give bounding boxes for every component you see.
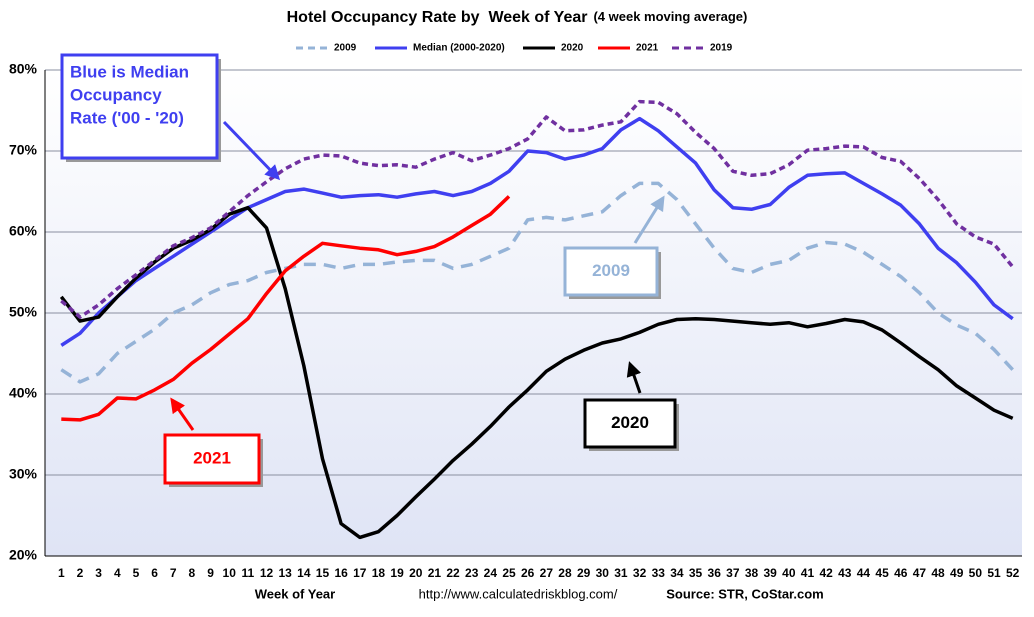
legend-label: 2019 xyxy=(710,43,733,54)
annotation-text: 2009 xyxy=(592,261,630,280)
y-tick-label: 50% xyxy=(9,304,38,320)
legend-label: 2020 xyxy=(561,43,584,54)
x-tick-label: 17 xyxy=(353,566,367,580)
x-tick-label: 47 xyxy=(913,566,927,580)
annotation-text: Occupancy xyxy=(70,85,162,104)
y-tick-label: 30% xyxy=(9,466,38,482)
x-tick-label: 2 xyxy=(77,566,84,580)
x-tick-label: 10 xyxy=(223,566,237,580)
x-tick-label: 45 xyxy=(875,566,889,580)
y-tick-label: 70% xyxy=(9,142,38,158)
annotation-arrow xyxy=(626,361,642,394)
annotation-arrow xyxy=(633,195,665,244)
annotation-arrow xyxy=(170,397,195,431)
x-tick-label: 13 xyxy=(278,566,292,580)
x-tick-label: 9 xyxy=(207,566,214,580)
chart-title: Hotel Occupancy Rate by Week of Year (4 w… xyxy=(287,9,748,26)
x-tick-label: 1 xyxy=(58,566,65,580)
x-tick-label: 14 xyxy=(297,566,311,580)
x-tick-label: 5 xyxy=(133,566,140,580)
x-tick-label: 50 xyxy=(969,566,983,580)
x-tick-label: 43 xyxy=(838,566,852,580)
annotation-text: Rate ('00 - '20) xyxy=(70,108,184,127)
series-line xyxy=(60,99,1015,319)
x-tick-label: 4 xyxy=(114,566,121,580)
x-tick-label: 46 xyxy=(894,566,908,580)
annotation-box xyxy=(60,53,219,160)
source: Source: STR, CoStar.com xyxy=(666,586,823,601)
x-tick-label: 35 xyxy=(689,566,703,580)
x-tick-label: 24 xyxy=(484,566,498,580)
x-tick-label: 3 xyxy=(95,566,102,580)
annotation-text: Blue is Median xyxy=(70,62,189,81)
annotation-text: 2020 xyxy=(611,413,649,432)
x-tick-label: 15 xyxy=(316,566,330,580)
x-tick-label: 28 xyxy=(558,566,572,580)
x-tick-label: 31 xyxy=(614,566,628,580)
legend-label: 2021 xyxy=(636,43,659,54)
annotation-box xyxy=(163,433,261,485)
annotation-arrow xyxy=(222,120,281,181)
annotation-text: 2021 xyxy=(193,448,231,467)
y-tick-label: 20% xyxy=(9,547,38,563)
x-tick-label: 36 xyxy=(708,566,722,580)
subtitle: (4 week moving average) xyxy=(593,9,747,24)
x-tick-label: 26 xyxy=(521,566,535,580)
annotation-box xyxy=(563,246,659,297)
x-tick-label: 30 xyxy=(596,566,610,580)
x-tick-label: 38 xyxy=(745,566,759,580)
x-tick-label: 42 xyxy=(819,566,833,580)
x-tick-label: 18 xyxy=(372,566,386,580)
x-tick-label: 25 xyxy=(502,566,516,580)
x-tick-label: 23 xyxy=(465,566,479,580)
x-tick-label: 34 xyxy=(670,566,684,580)
y-tick-label: 60% xyxy=(9,223,38,239)
x-tick-label: 44 xyxy=(857,566,871,580)
series-line xyxy=(60,116,1014,347)
x-tick-label: 32 xyxy=(633,566,647,580)
x-tick-label: 7 xyxy=(170,566,177,580)
x-tick-label: 33 xyxy=(652,566,666,580)
x-tick-label: 16 xyxy=(334,566,348,580)
x-tick-label: 6 xyxy=(151,566,158,580)
x-tick-label: 20 xyxy=(409,566,423,580)
x-tick-label: 21 xyxy=(428,566,442,580)
x-axis-label: Week of Year xyxy=(255,586,335,601)
x-tick-label: 27 xyxy=(540,566,554,580)
url: http://www.calculatedriskblog.com/ xyxy=(419,586,618,601)
x-tick-label: 8 xyxy=(189,566,196,580)
annotation-box xyxy=(583,398,677,449)
x-tick-label: 51 xyxy=(987,566,1001,580)
y-tick-label: 40% xyxy=(9,385,38,401)
x-tick-label: 52 xyxy=(1006,566,1020,580)
legend-label: Median (2000-2020) xyxy=(413,43,505,54)
x-tick-label: 40 xyxy=(782,566,796,580)
series-line xyxy=(61,195,511,422)
x-tick-label: 41 xyxy=(801,566,815,580)
x-tick-label: 22 xyxy=(446,566,460,580)
x-tick-label: 48 xyxy=(931,566,945,580)
x-tick-label: 37 xyxy=(726,566,740,580)
y-tick-label: 80% xyxy=(9,61,38,77)
x-tick-label: 29 xyxy=(577,566,591,580)
title: Hotel Occupancy Rate by Week of Year xyxy=(287,9,588,26)
x-tick-label: 49 xyxy=(950,566,964,580)
x-tick-label: 39 xyxy=(763,566,777,580)
legend-label: 2009 xyxy=(334,43,357,54)
x-tick-label: 12 xyxy=(260,566,274,580)
x-tick-label: 11 xyxy=(242,566,255,580)
series-line xyxy=(60,181,1014,384)
x-tick-label: 19 xyxy=(390,566,404,580)
